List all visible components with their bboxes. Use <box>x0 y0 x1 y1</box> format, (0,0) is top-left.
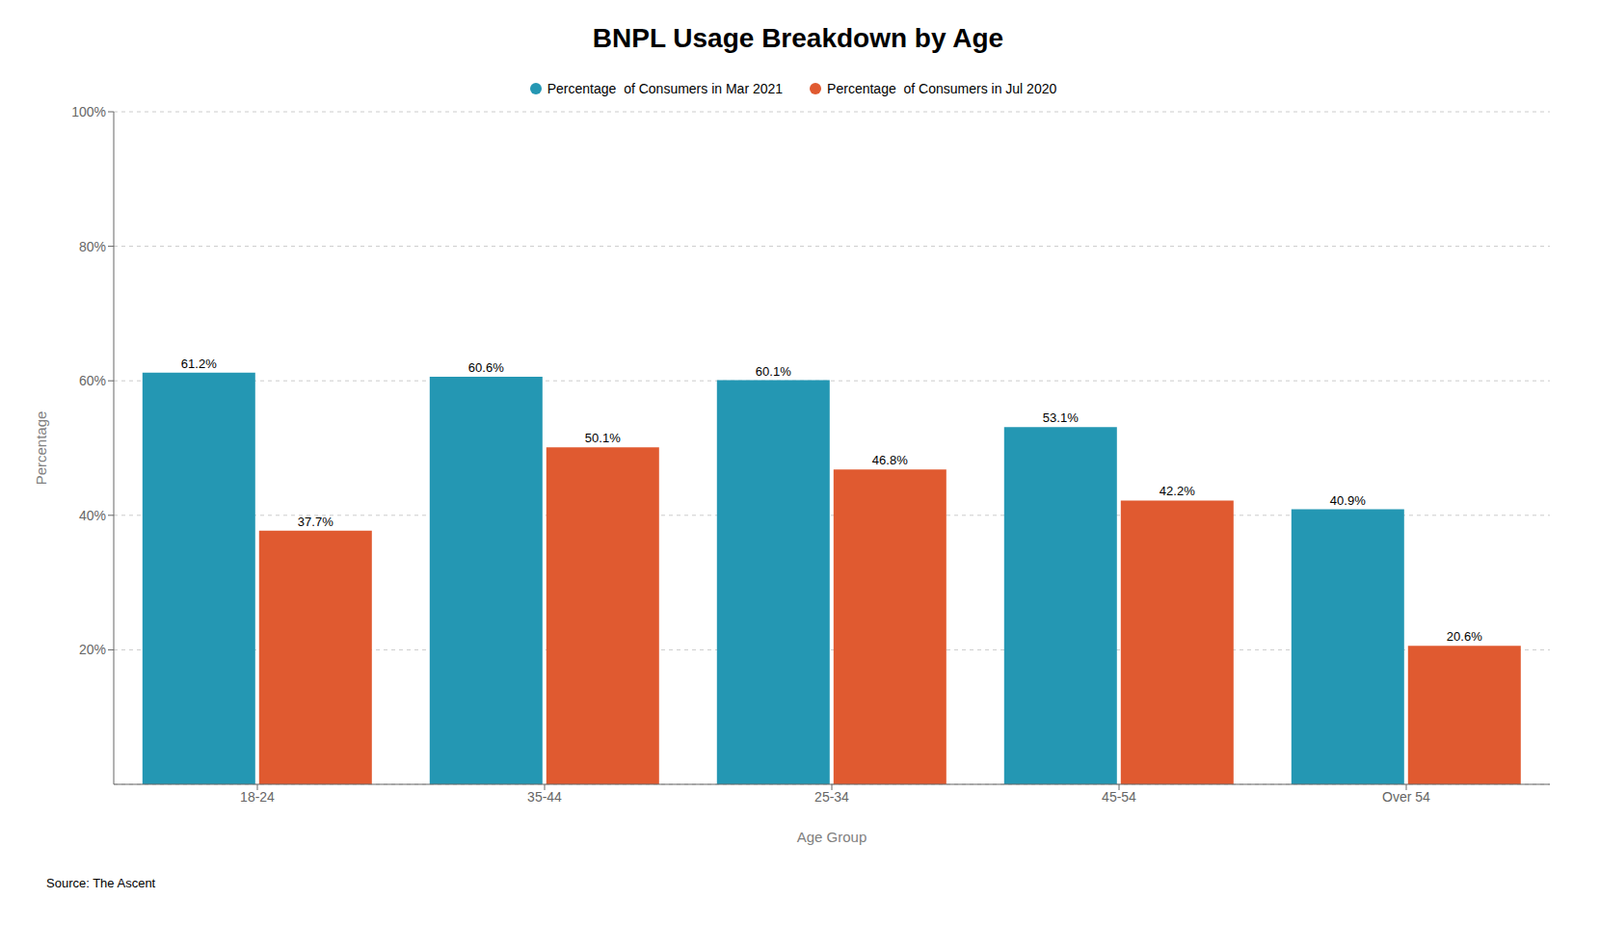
svg-text:20%: 20% <box>79 641 107 658</box>
svg-text:Age Group: Age Group <box>797 828 868 846</box>
svg-text:25-34: 25-34 <box>814 789 850 805</box>
svg-text:35-44: 35-44 <box>527 789 562 805</box>
svg-text:20.6%: 20.6% <box>1446 629 1483 644</box>
svg-text:37.7%: 37.7% <box>297 514 334 530</box>
svg-text:18-24: 18-24 <box>240 789 275 805</box>
html-text:Source: The Ascent: Source: The Ascent <box>46 876 156 891</box>
svg-text:60%: 60% <box>79 373 107 389</box>
html-text:BNPL Usage Breakdown by Age: BNPL Usage Breakdown by Age <box>592 23 1004 54</box>
svg-text:46.8%: 46.8% <box>872 453 908 468</box>
svg-text:80%: 80% <box>79 239 107 255</box>
svg-text:Over 54: Over 54 <box>1382 789 1431 805</box>
svg-text:42.2%: 42.2% <box>1159 483 1196 499</box>
svg-text:60.6%: 60.6% <box>468 360 505 375</box>
html-text:Percentage of Consumers in Mar: Percentage of Consumers in Mar 2021 <box>547 80 783 97</box>
svg-text:40%: 40% <box>79 507 107 524</box>
svg-text:Percentage: Percentage <box>32 411 50 486</box>
svg-text:40.9%: 40.9% <box>1330 493 1366 508</box>
svg-text:50.1%: 50.1% <box>585 430 621 446</box>
svg-text:60.1%: 60.1% <box>755 364 792 379</box>
html-text:Percentage of Consumers in Jul: Percentage of Consumers in Jul 2020 <box>827 80 1057 97</box>
svg-text:61.2%: 61.2% <box>181 356 217 372</box>
svg-text:53.1%: 53.1% <box>1042 410 1079 426</box>
svg-text:100%: 100% <box>71 104 107 120</box>
svg-text:45-54: 45-54 <box>1101 789 1137 805</box>
